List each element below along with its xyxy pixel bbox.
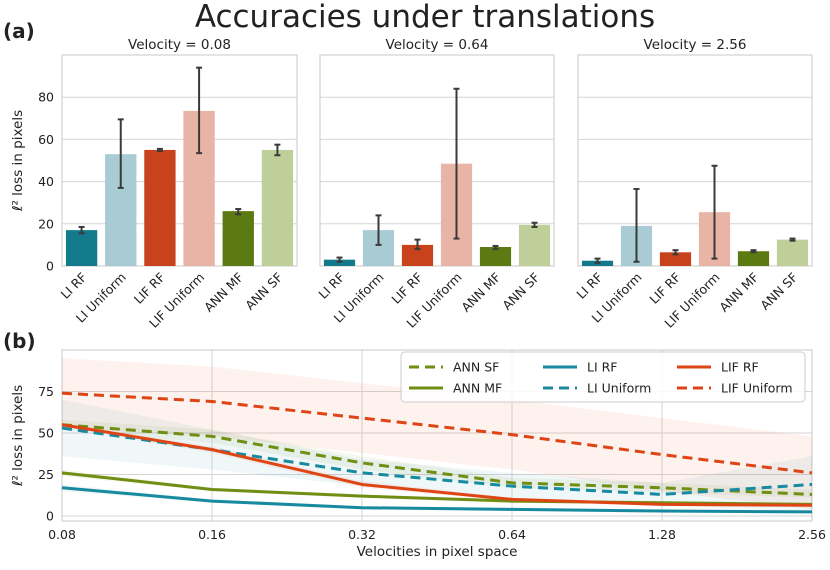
plot-frame <box>577 54 813 267</box>
confidence-band <box>62 419 812 498</box>
bar <box>776 239 809 266</box>
series-line <box>61 426 813 496</box>
x-tick-label: LI RF <box>573 270 605 302</box>
y-tick-label: 80 <box>38 90 54 105</box>
x-tick-label: 0.32 <box>348 527 376 542</box>
y-tick-label: 25 <box>38 467 54 482</box>
legend-label: ANN SF <box>453 360 499 375</box>
bar <box>323 259 356 266</box>
y-axis-label: ℓ² loss in pixels <box>10 385 26 487</box>
x-tick-label: LI RF <box>58 270 90 302</box>
series-line <box>61 423 813 507</box>
bar <box>144 149 176 266</box>
legend: ANN SF ANN MF LI RF LI Uniform LIF RF LIF Uni… <box>400 351 806 403</box>
y-axis-label: ℓ² loss in pixels <box>10 110 26 212</box>
confidence-band <box>62 423 812 507</box>
y-tick-label: 50 <box>38 426 54 441</box>
plot-frame <box>61 349 813 522</box>
x-tick-label: 0.64 <box>498 527 526 542</box>
x-tick-label: LI RF <box>315 270 347 302</box>
bar <box>401 244 434 266</box>
subplot-title: Velocity = 2.56 <box>644 37 747 53</box>
bar <box>222 211 254 266</box>
panel-a-label: (a) <box>3 19 35 43</box>
series-line <box>61 423 813 496</box>
bar <box>737 251 770 266</box>
legend-box <box>400 351 806 403</box>
x-tick-label: ANN SF <box>757 270 800 313</box>
y-tick-label: 0 <box>46 259 54 274</box>
plot-frame <box>61 54 298 267</box>
y-tick-label: 20 <box>38 216 54 231</box>
subplot-title: Velocity = 0.64 <box>386 37 489 53</box>
figure-title: Accuracies under translations <box>195 0 655 35</box>
x-axis-label: Velocities in pixel space <box>357 544 518 560</box>
x-tick-label: LIF RF <box>646 270 683 307</box>
plot-frame <box>319 54 555 267</box>
confidence-band <box>62 358 812 510</box>
bar <box>659 252 692 266</box>
x-tick-label: 0.16 <box>198 527 226 542</box>
y-tick-label: 0 <box>46 509 54 524</box>
series-line <box>61 391 813 475</box>
y-tick-label: 75 <box>38 384 54 399</box>
x-tick-label: ANN MF <box>716 270 761 315</box>
bar <box>65 230 98 266</box>
bar <box>479 247 512 266</box>
subplot-title: Velocity = 0.08 <box>128 37 231 53</box>
legend-label: LI Uniform <box>587 381 651 396</box>
x-tick-label: ANN MF <box>201 270 246 315</box>
series-line <box>61 486 813 514</box>
x-tick-label: 1.28 <box>648 527 676 542</box>
y-tick-label: 60 <box>38 132 54 147</box>
x-tick-label: ANN MF <box>458 270 503 315</box>
bar <box>518 224 551 266</box>
legend-label: LI RF <box>587 360 618 375</box>
y-tick-label: 40 <box>38 174 54 189</box>
x-tick-label: ANN SF <box>499 270 542 313</box>
x-tick-label: 0.08 <box>48 527 76 542</box>
bar <box>261 149 294 266</box>
legend-label: LIF Uniform <box>721 381 793 396</box>
x-tick-label: ANN SF <box>242 270 285 313</box>
x-tick-label: LIF RF <box>388 270 425 307</box>
legend-label: LIF RF <box>721 360 759 375</box>
panel-b-label: (b) <box>3 329 36 353</box>
x-tick-label: 2.56 <box>798 527 826 542</box>
x-tick-label: LIF RF <box>131 270 168 307</box>
confidence-band <box>62 399 812 512</box>
legend-label: ANN MF <box>453 381 502 396</box>
line-chart: 0.08 0.16 0.32 0.64 1.28 2.56 0 25 50 75 Velocitie… <box>10 349 826 560</box>
series-line <box>61 471 813 506</box>
